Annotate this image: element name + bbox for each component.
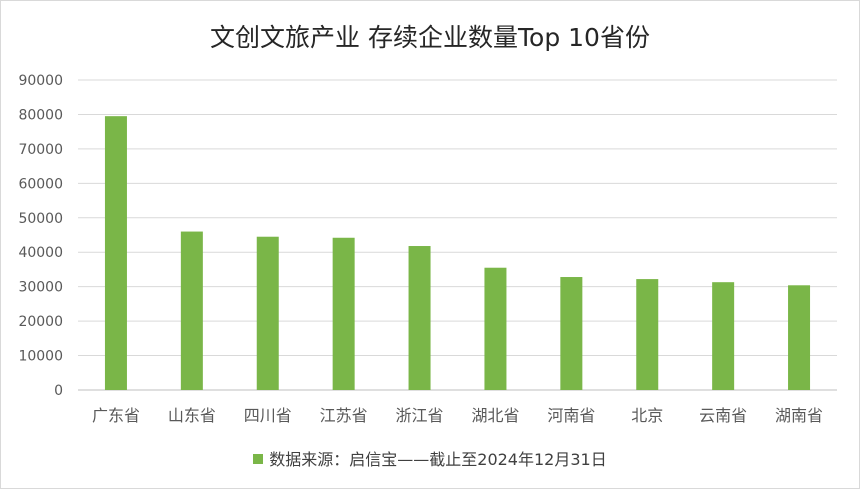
x-tick-label: 江苏省 xyxy=(320,406,368,425)
bar xyxy=(408,246,431,390)
bar xyxy=(256,236,279,390)
y-tick-label: 50000 xyxy=(18,211,63,227)
y-tick-label: 60000 xyxy=(18,176,63,192)
x-tick-label: 北京 xyxy=(631,406,663,425)
x-tick-label: 河南省 xyxy=(547,406,595,425)
x-tick-label: 湖北省 xyxy=(471,406,519,425)
y-tick-label: 10000 xyxy=(18,349,63,365)
x-tick-label: 山东省 xyxy=(168,406,216,425)
x-tick-label: 湖南省 xyxy=(775,406,823,425)
y-tick-label: 0 xyxy=(54,383,63,399)
bar xyxy=(104,116,127,391)
x-tick-label: 四川省 xyxy=(244,406,292,425)
y-tick-label: 70000 xyxy=(18,142,63,158)
chart-title: 文创文旅产业 存续企业数量Top 10省份 xyxy=(210,23,650,52)
legend-label: 数据来源：启信宝——截止至2024年12月31日 xyxy=(269,450,607,469)
y-tick-label: 20000 xyxy=(18,314,63,330)
legend-swatch xyxy=(253,454,264,464)
x-tick-label: 广东省 xyxy=(92,406,140,425)
bar xyxy=(712,282,735,390)
bar xyxy=(636,279,659,390)
x-tick-label: 浙江省 xyxy=(396,406,444,425)
y-tick-label: 80000 xyxy=(18,107,63,123)
x-tick-label: 云南省 xyxy=(699,406,747,425)
y-tick-label: 40000 xyxy=(18,245,63,261)
bar xyxy=(484,267,507,390)
bar xyxy=(180,231,203,390)
y-tick-label: 90000 xyxy=(18,73,63,89)
y-tick-label: 30000 xyxy=(18,280,63,296)
legend: 数据来源：启信宝——截止至2024年12月31日 xyxy=(0,446,860,470)
bar xyxy=(788,285,811,390)
bar xyxy=(560,277,583,390)
bar xyxy=(332,237,355,390)
